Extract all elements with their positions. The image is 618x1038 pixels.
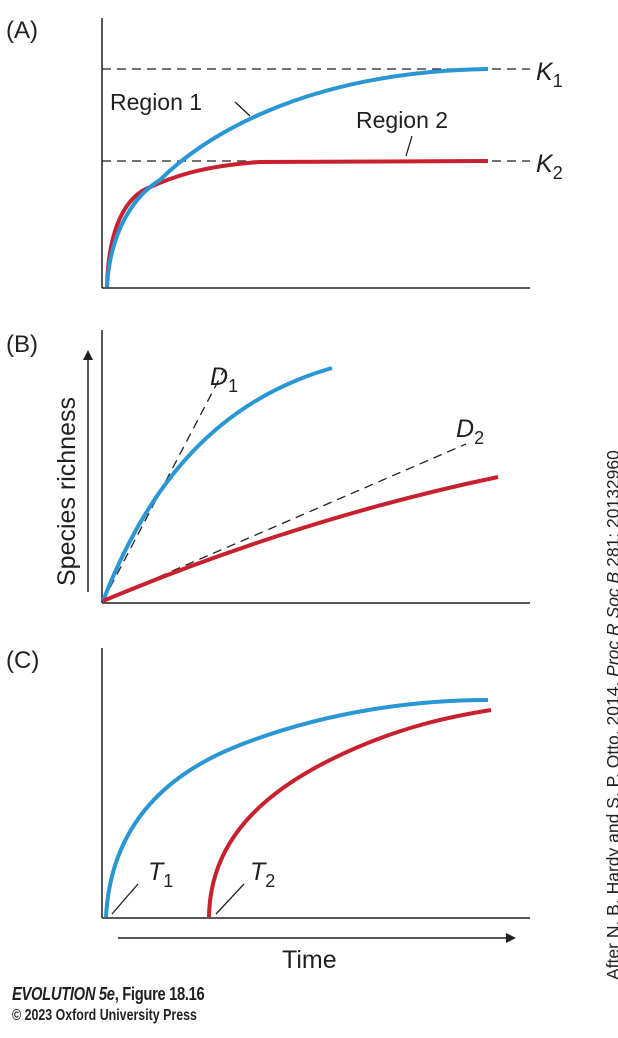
region-1-curve-a <box>105 67 489 288</box>
region-2-label: Region 2 <box>356 107 448 133</box>
region-2-curve-a <box>105 159 489 288</box>
region-2-leader <box>405 135 413 157</box>
region-1-label: Region 1 <box>110 89 202 115</box>
figure-number: , Figure 18.16 <box>114 984 205 1004</box>
region-2-curve-b <box>102 475 499 603</box>
k1-label: K1 <box>536 58 563 91</box>
d1-label: D1 <box>210 363 238 396</box>
panel-a-tag: (A) <box>6 17 38 44</box>
panel-c-tag: (C) <box>6 647 39 674</box>
panel-c: (C) Time T1 T2 <box>6 647 530 974</box>
region-2-curve-c <box>207 708 492 918</box>
t1-label: T1 <box>148 858 173 891</box>
copyright: © 2023 Oxford University Press <box>12 1006 197 1024</box>
d2-label: D2 <box>456 415 484 448</box>
region-1-leader <box>234 101 251 117</box>
figure-footer: EVOLUTION 5e, Figure 18.16 © 2023 Oxford… <box>12 984 247 1025</box>
x-axis-label: Time <box>282 946 337 974</box>
panel-b: (B) Species richness D1 D2 <box>6 330 530 604</box>
book-title: EVOLUTION 5e <box>12 984 115 1004</box>
figure-title: EVOLUTION 5e, Figure 18.16 <box>12 984 205 1005</box>
region-1-curve-b <box>101 366 333 602</box>
k2-label: K2 <box>536 150 563 183</box>
d1-dashed-line <box>102 369 225 602</box>
t2-leader <box>215 883 245 915</box>
panel-b-tag: (B) <box>6 331 38 358</box>
t2-label: T2 <box>250 858 275 891</box>
t1-leader <box>111 883 139 915</box>
region-1-curve-c <box>104 698 489 918</box>
y-axis-label: Species richness <box>53 397 81 586</box>
source-credit: After N. B. Hardy and S. P. Otto. 2014. … <box>603 450 618 980</box>
panel-a: (A) K1 K2 Region 1 Region 2 <box>6 17 563 289</box>
